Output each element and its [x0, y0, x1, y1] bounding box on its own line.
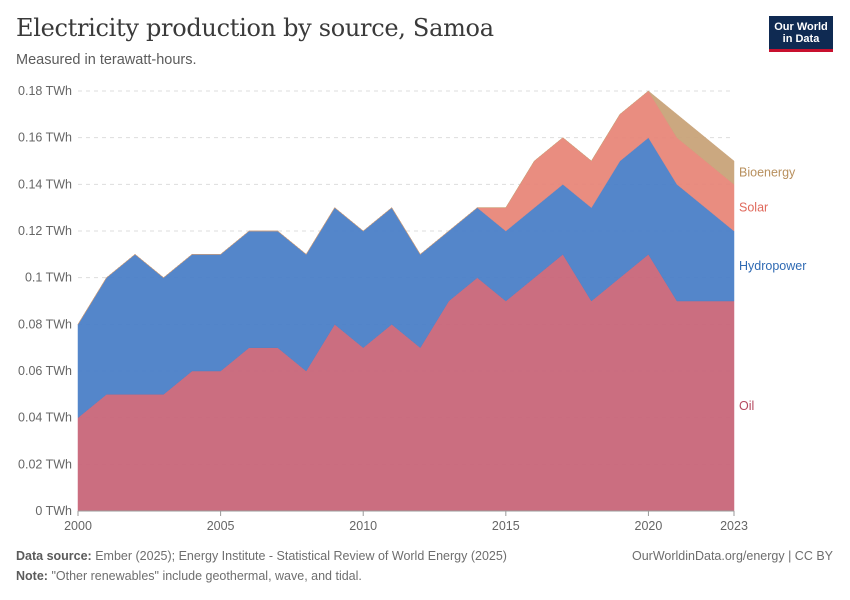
- y-tick-label: 0.04 TWh: [18, 411, 72, 425]
- x-tick-label: 2005: [207, 519, 235, 533]
- y-tick-label: 0.12 TWh: [18, 224, 72, 238]
- chart-title: Electricity production by source, Samoa: [16, 14, 494, 42]
- chart-subtitle: Measured in terawatt-hours.: [16, 52, 197, 68]
- y-tick-label: 0.08 TWh: [18, 317, 72, 331]
- area-bioenergy[interactable]: [77, 90, 735, 325]
- legend-label-bioenergy[interactable]: Bioenergy: [739, 166, 796, 180]
- area-series: [77, 90, 735, 512]
- logo-line-2: in Data: [782, 32, 820, 45]
- y-tick-label: 0.16 TWh: [18, 131, 72, 145]
- owid-logo[interactable]: Our World in Data: [769, 16, 833, 52]
- x-tick-label: 2015: [492, 519, 520, 533]
- data-source: Data source: Ember (2025); Energy Instit…: [16, 549, 507, 563]
- area-chart: 0 TWh 0.02 TWh 0.04 TWh 0.06 TWh 0.08 TWh 0.1…: [18, 84, 806, 533]
- x-tick-label: 2020: [635, 519, 663, 533]
- x-tick-label: 2023: [720, 519, 748, 533]
- legend-label-solar[interactable]: Solar: [739, 201, 768, 215]
- chart-note: Note: "Other renewables" include geother…: [16, 569, 362, 583]
- y-tick-label: 0.1 TWh: [25, 271, 72, 285]
- y-axis-ticks: 0 TWh 0.02 TWh 0.04 TWh 0.06 TWh 0.08 TWh 0.1…: [18, 84, 72, 518]
- legend-label-oil[interactable]: Oil: [739, 399, 754, 413]
- note-label: Note:: [16, 569, 48, 583]
- x-axis: 2000 2005 2010 2015 2020 2023: [64, 510, 748, 533]
- y-tick-label: 0.02 TWh: [18, 457, 72, 471]
- legend: Oil Hydropower Solar Bioenergy: [739, 166, 806, 413]
- x-tick-label: 2010: [349, 519, 377, 533]
- y-tick-label: 0 TWh: [35, 504, 72, 518]
- data-source-label: Data source:: [16, 549, 92, 563]
- y-tick-label: 0.06 TWh: [18, 364, 72, 378]
- x-tick-label: 2000: [64, 519, 92, 533]
- attribution-link[interactable]: OurWorldinData.org/energy | CC BY: [631, 549, 833, 563]
- note-text: "Other renewables" include geothermal, w…: [51, 569, 362, 583]
- data-source-text[interactable]: Ember (2025); Energy Institute - Statist…: [95, 549, 507, 563]
- legend-label-hydropower[interactable]: Hydropower: [739, 259, 806, 273]
- y-tick-label: 0.18 TWh: [18, 84, 72, 98]
- logo-line-1: Our World: [774, 20, 828, 33]
- y-tick-label: 0.14 TWh: [18, 177, 72, 191]
